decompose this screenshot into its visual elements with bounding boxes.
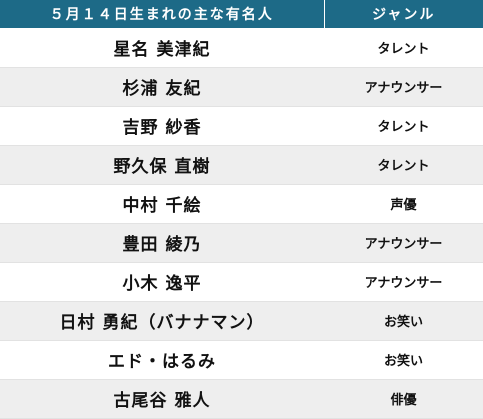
genre-cell: 声優: [324, 184, 483, 224]
genre-cell: お笑い: [324, 340, 483, 380]
table-row: 杉浦 友紀 アナウンサー: [0, 67, 483, 107]
genre-cell: 俳優: [324, 379, 483, 419]
table-row: 星名 美津紀 タレント: [0, 28, 483, 68]
table-row: 野久保 直樹 タレント: [0, 145, 483, 185]
name-cell: 小木 逸平: [0, 262, 324, 302]
name-cell: 豊田 綾乃: [0, 223, 324, 263]
genre-cell: タレント: [324, 106, 483, 146]
name-cell: エド・はるみ: [0, 340, 324, 380]
table-row: 豊田 綾乃 アナウンサー: [0, 223, 483, 263]
genre-cell: タレント: [324, 145, 483, 185]
header-genre: ジャンル: [324, 0, 483, 28]
table-body: 星名 美津紀 タレント 杉浦 友紀 アナウンサー 吉野 紗香 タレント 野久保 …: [0, 28, 483, 419]
genre-cell: お笑い: [324, 301, 483, 341]
genre-cell: アナウンサー: [324, 262, 483, 302]
header-name: ５月１４日生まれの主な有名人: [0, 0, 325, 28]
table-row: 古尾谷 雅人 俳優: [0, 379, 483, 419]
table-row: 吉野 紗香 タレント: [0, 106, 483, 146]
table-row: 中村 千絵 声優: [0, 184, 483, 224]
name-cell: 中村 千絵: [0, 184, 324, 224]
name-cell: 星名 美津紀: [0, 28, 324, 68]
name-cell: 杉浦 友紀: [0, 67, 324, 107]
genre-cell: アナウンサー: [324, 67, 483, 107]
name-cell: 古尾谷 雅人: [0, 379, 324, 419]
table-row: 日村 勇紀（バナナマン） お笑い: [0, 301, 483, 341]
name-cell: 野久保 直樹: [0, 145, 324, 185]
name-cell: 日村 勇紀（バナナマン）: [0, 301, 324, 341]
name-cell: 吉野 紗香: [0, 106, 324, 146]
table-row: 小木 逸平 アナウンサー: [0, 262, 483, 302]
table-header: ５月１４日生まれの主な有名人 ジャンル: [0, 0, 483, 28]
genre-cell: タレント: [324, 28, 483, 68]
header-row: ５月１４日生まれの主な有名人 ジャンル: [0, 0, 483, 28]
genre-cell: アナウンサー: [324, 223, 483, 263]
table-row: エド・はるみ お笑い: [0, 340, 483, 380]
